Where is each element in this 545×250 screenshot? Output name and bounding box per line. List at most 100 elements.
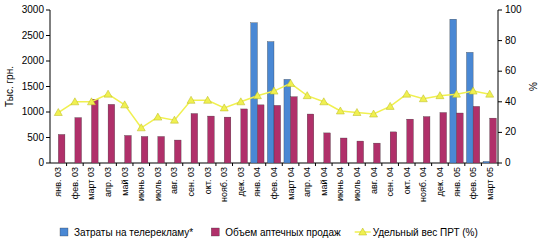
bar [374, 143, 381, 163]
y-tick-label: 3000 [22, 4, 45, 15]
x-tick-label: март 05 [485, 167, 495, 200]
y-tick [46, 137, 50, 138]
marker [303, 92, 311, 99]
legend-label: Объем аптечных продаж [225, 227, 341, 238]
bar [307, 114, 314, 163]
x-tick [332, 163, 333, 166]
x-tick-label: июль 03 [153, 167, 163, 201]
marker [104, 90, 112, 97]
x-tick [415, 163, 416, 166]
marker [54, 109, 62, 116]
bar [224, 117, 231, 163]
y-tick [46, 10, 50, 11]
y2-tick-label: 100 [505, 4, 522, 15]
x-tick [398, 163, 399, 166]
y-tick-label: 1000 [22, 106, 45, 117]
x-tick-label: авг. 04 [369, 167, 379, 194]
marker [204, 96, 212, 103]
x-tick-label: авг. 03 [169, 167, 179, 194]
x-tick [249, 163, 250, 166]
bar [174, 140, 181, 163]
x-tick-label: март 04 [286, 167, 296, 200]
marker [287, 79, 295, 86]
y-tick-label: 1500 [22, 81, 45, 92]
x-tick-label: фев. 04 [269, 167, 279, 199]
y-tick-label: 2000 [22, 55, 45, 66]
x-tick-label: янв. 03 [53, 167, 63, 197]
x-tick [448, 163, 449, 166]
y2-tick [498, 71, 502, 72]
x-tick [215, 163, 216, 166]
x-tick-label: июнь 04 [335, 167, 345, 201]
y-tick [46, 86, 50, 87]
marker [121, 101, 129, 108]
bar [267, 42, 274, 163]
marker [469, 87, 477, 94]
y-tick [46, 163, 50, 164]
legend-label: Затраты на телерекламу* [74, 227, 193, 238]
bar [241, 109, 248, 163]
marker [87, 98, 95, 105]
x-tick-label: фев. 05 [468, 167, 478, 199]
bar [340, 138, 347, 163]
y2-tick [498, 101, 502, 102]
y-axis-title: Тыс. грн. [4, 66, 15, 107]
bar [473, 106, 480, 163]
bar [407, 119, 414, 163]
bar [108, 104, 115, 163]
marker [220, 104, 228, 111]
marker [353, 109, 361, 116]
bar [423, 117, 430, 163]
marker [453, 90, 461, 97]
bar [58, 134, 65, 163]
x-tick [431, 163, 432, 166]
y2-tick [498, 132, 502, 133]
x-tick [149, 163, 150, 166]
bar [440, 113, 447, 163]
bar [466, 52, 473, 163]
bar [251, 23, 258, 163]
line [58, 83, 489, 127]
x-tick [99, 163, 100, 166]
legend-swatch [211, 228, 219, 236]
marker [320, 98, 328, 105]
x-tick-label: апр. 04 [302, 167, 312, 197]
x-tick [348, 163, 349, 166]
y-tick-label: 2500 [22, 30, 45, 41]
bar [457, 113, 464, 163]
bar [291, 97, 298, 163]
x-tick [66, 163, 67, 166]
x-tick [182, 163, 183, 166]
bar [390, 132, 397, 163]
x-tick-label: июль 04 [352, 167, 362, 201]
bar [274, 105, 281, 163]
marker [270, 87, 278, 94]
bar [324, 133, 331, 163]
x-tick [265, 163, 266, 166]
marker [386, 102, 394, 109]
x-tick-label: нояб. 04 [418, 167, 428, 202]
x-tick [166, 163, 167, 166]
bar [125, 135, 132, 163]
x-tick-label: июнь 03 [136, 167, 146, 201]
x-tick [232, 163, 233, 166]
marker [187, 96, 195, 103]
x-tick-label: янв. 04 [252, 167, 262, 197]
x-tick [282, 163, 283, 166]
y2-tick [498, 163, 502, 164]
bar [208, 116, 215, 163]
bar [257, 105, 264, 163]
bar [141, 136, 148, 163]
x-tick [116, 163, 117, 166]
marker [137, 124, 145, 131]
x-tick-label: окт. 04 [402, 167, 412, 194]
marker [71, 98, 79, 105]
x-tick-label: дек. 04 [435, 167, 445, 196]
x-tick [199, 163, 200, 166]
y2-tick-label: 60 [505, 65, 517, 76]
x-tick [298, 163, 299, 166]
x-tick-label: сен. 04 [385, 167, 395, 197]
marker [170, 116, 178, 123]
x-tick [315, 163, 316, 166]
marker [253, 92, 261, 99]
